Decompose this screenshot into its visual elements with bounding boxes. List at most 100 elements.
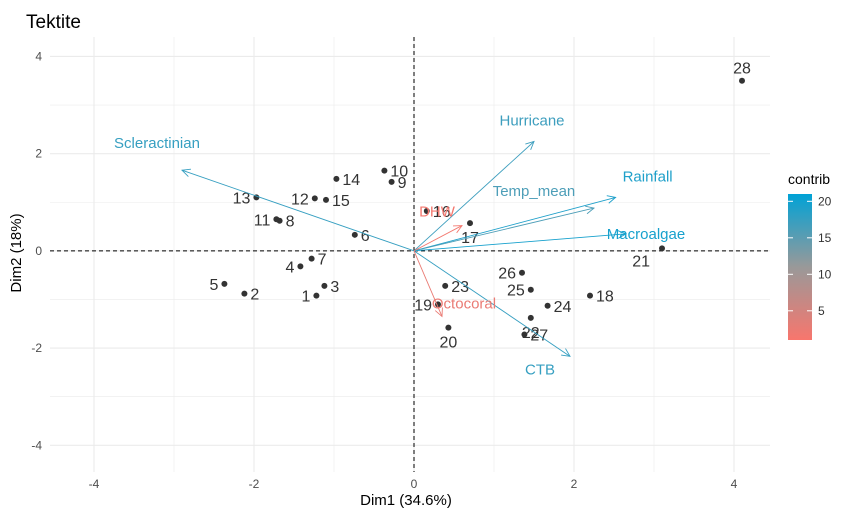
reference-lines xyxy=(50,37,770,472)
data-point xyxy=(221,280,228,287)
point-label: 12 xyxy=(291,191,309,208)
point-label: 4 xyxy=(285,259,294,276)
data-point xyxy=(308,255,315,262)
point-label: 28 xyxy=(733,61,751,78)
arrow-head xyxy=(606,195,617,204)
data-point xyxy=(333,175,340,182)
arrow-head xyxy=(525,140,535,151)
y-tick-label: 4 xyxy=(35,49,42,63)
chart-title: Tektite xyxy=(26,12,81,33)
point-label: 2 xyxy=(250,287,259,304)
data-point xyxy=(323,196,329,203)
variable-label: Temp_mean xyxy=(493,183,576,200)
variable-label: DHW xyxy=(419,204,456,221)
y-tick-label: 0 xyxy=(35,244,42,258)
data-point xyxy=(423,208,430,214)
point-label: 5 xyxy=(209,277,218,294)
data-point xyxy=(311,195,318,202)
data-point xyxy=(442,282,449,289)
point-label: 9 xyxy=(398,175,407,192)
y-tick-label: 2 xyxy=(35,147,42,161)
point-label: 20 xyxy=(440,335,458,352)
variable-label: Octocoral xyxy=(432,295,496,312)
data-point xyxy=(273,216,280,223)
point-label: 22 xyxy=(522,325,540,342)
y-axis-title: Dim2 (18%) xyxy=(8,213,25,292)
point-label: 19 xyxy=(414,297,432,314)
data-point xyxy=(587,292,593,299)
point-label: 15 xyxy=(332,193,350,210)
data-point xyxy=(445,324,452,331)
x-axis-title: Dim1 (34.6%) xyxy=(360,492,452,509)
legend-color-bar xyxy=(788,194,812,340)
variable-arrow xyxy=(181,169,415,252)
variable-label: Scleractinian xyxy=(114,135,200,152)
x-tick-label: -2 xyxy=(249,477,260,491)
data-point xyxy=(659,245,665,252)
point-label: 13 xyxy=(233,190,251,207)
legend-tick-label: 5 xyxy=(818,304,825,318)
point-label: 6 xyxy=(361,228,370,245)
point-label: 11 xyxy=(254,212,271,229)
legend-tick-label: 15 xyxy=(818,231,832,245)
legend-tick-label: 10 xyxy=(818,267,832,281)
legend-tick-label: 20 xyxy=(818,194,832,208)
y-tick-label: -2 xyxy=(31,341,42,355)
x-tick-label: -4 xyxy=(89,477,100,491)
point-label: 10 xyxy=(390,164,408,181)
x-tick-label: 0 xyxy=(411,477,418,491)
arrow-head xyxy=(181,168,191,177)
data-point xyxy=(241,290,248,297)
legend-title: contrib xyxy=(788,171,830,187)
variable-arrow xyxy=(413,233,627,252)
data-point xyxy=(467,220,473,227)
data-point xyxy=(381,167,388,174)
data-point xyxy=(739,77,745,84)
point-label: 1 xyxy=(301,289,310,306)
variable-arrow xyxy=(413,207,595,252)
individual-points: 12 34567891011121314151617181920212223242… xyxy=(209,61,751,352)
x-axis-ticks: -4 -2 0 2 4 xyxy=(89,477,738,491)
point-label: 14 xyxy=(342,172,360,189)
data-point xyxy=(321,282,328,289)
variable-label: Rainfall xyxy=(623,168,673,185)
data-point xyxy=(519,269,525,276)
point-label: 3 xyxy=(330,279,339,296)
variable-arrow xyxy=(413,225,463,252)
point-label: 21 xyxy=(632,253,650,270)
arrow-head xyxy=(617,230,628,239)
data-point xyxy=(351,231,358,238)
variable-arrows: Scleractinian Hurricane Rainfall Temp_mean M… xyxy=(114,112,685,378)
variable-arrow xyxy=(413,250,571,357)
arrow-head xyxy=(585,205,596,215)
y-axis-ticks: -4 -2 0 2 4 xyxy=(31,49,42,452)
point-label: 26 xyxy=(498,266,516,283)
variable-label: Hurricane xyxy=(499,112,564,129)
arrow-head xyxy=(434,307,443,318)
point-label: 24 xyxy=(554,299,572,316)
y-tick-label: -4 xyxy=(31,438,42,452)
variable-arrow xyxy=(413,196,616,252)
point-label: 7 xyxy=(318,252,327,269)
point-label: 25 xyxy=(507,283,525,300)
data-point xyxy=(527,286,534,293)
arrow-head xyxy=(452,225,463,234)
data-point xyxy=(527,314,534,321)
x-tick-label: 2 xyxy=(571,477,578,491)
arrow-head xyxy=(561,348,571,357)
data-point xyxy=(313,292,320,299)
data-point xyxy=(388,178,395,185)
point-label: 23 xyxy=(451,279,469,296)
variable-arrow xyxy=(413,250,443,317)
point-label: 18 xyxy=(596,289,614,306)
x-tick-label: 4 xyxy=(731,477,738,491)
data-point xyxy=(521,331,528,338)
data-point xyxy=(297,263,304,270)
contrib-legend: contrib 5 10 15 20 xyxy=(788,171,832,340)
point-label: 8 xyxy=(286,214,295,231)
variable-label: CTB xyxy=(525,361,555,378)
variable-label: Macroalgae xyxy=(607,226,685,243)
variable-arrow xyxy=(413,141,535,252)
point-label: 16 xyxy=(433,204,451,221)
